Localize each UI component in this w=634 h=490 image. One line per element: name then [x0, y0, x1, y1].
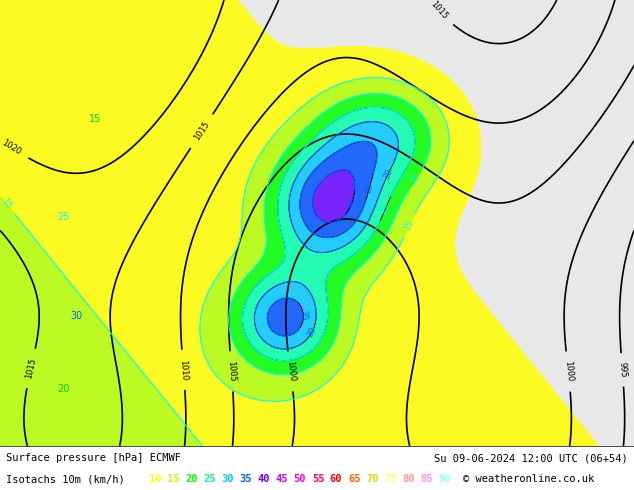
Text: 35: 35: [299, 309, 308, 320]
Text: 80: 80: [402, 474, 415, 484]
Text: 1020: 1020: [0, 138, 22, 157]
Text: 30: 30: [221, 474, 234, 484]
Text: 20: 20: [185, 474, 198, 484]
Text: 15: 15: [0, 197, 13, 211]
Text: 1015: 1015: [429, 0, 449, 21]
Text: © weatheronline.co.uk: © weatheronline.co.uk: [463, 474, 594, 484]
Text: 70: 70: [366, 474, 378, 484]
Text: 1000: 1000: [563, 361, 574, 383]
Text: 25: 25: [379, 202, 392, 216]
Text: 30: 30: [382, 168, 394, 181]
Text: 60: 60: [330, 474, 342, 484]
Text: 20: 20: [57, 384, 70, 394]
Text: 40: 40: [346, 196, 358, 209]
Text: 1015: 1015: [24, 357, 37, 380]
Text: 30: 30: [70, 311, 82, 320]
Text: 50: 50: [294, 474, 306, 484]
Text: 15: 15: [167, 474, 179, 484]
Text: 1005: 1005: [226, 361, 236, 382]
Text: 40: 40: [257, 474, 270, 484]
Text: 15: 15: [403, 219, 416, 232]
Text: 85: 85: [420, 474, 433, 484]
Text: 55: 55: [312, 474, 324, 484]
Text: Surface pressure [hPa] ECMWF: Surface pressure [hPa] ECMWF: [6, 453, 181, 463]
Text: 10: 10: [149, 474, 162, 484]
Text: 25: 25: [204, 474, 216, 484]
Text: 20: 20: [409, 172, 422, 186]
Text: 15: 15: [89, 115, 101, 124]
Text: 75: 75: [384, 474, 397, 484]
Text: 35: 35: [364, 182, 375, 194]
Text: 25: 25: [57, 213, 70, 222]
Text: Isotachs 10m (km/h): Isotachs 10m (km/h): [6, 474, 125, 484]
Text: 65: 65: [348, 474, 361, 484]
Text: Su 09-06-2024 12:00 UTC (06+54): Su 09-06-2024 12:00 UTC (06+54): [434, 453, 628, 463]
Text: 30: 30: [305, 326, 318, 340]
FancyBboxPatch shape: [0, 446, 634, 490]
Text: 1000: 1000: [285, 361, 296, 382]
Text: 90: 90: [438, 474, 451, 484]
Text: 1010: 1010: [178, 359, 189, 381]
Text: 35: 35: [240, 474, 252, 484]
Text: 45: 45: [276, 474, 288, 484]
Text: 995: 995: [618, 362, 628, 378]
Text: 1015: 1015: [192, 120, 211, 143]
FancyBboxPatch shape: [0, 0, 634, 446]
